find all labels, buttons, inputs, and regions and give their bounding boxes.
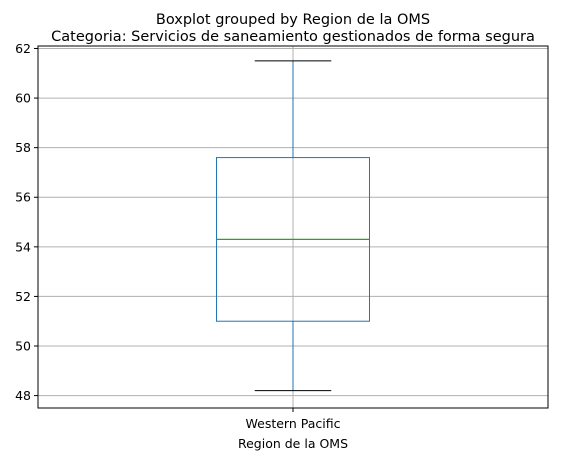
- x-axis: Western Pacific: [246, 408, 341, 431]
- chart-suptitle: Boxplot grouped by Region de la OMS: [156, 12, 430, 28]
- y-tick-label: 52: [15, 289, 31, 304]
- y-axis: 48 50 52 54 56 58 60 62: [15, 41, 38, 403]
- y-tick-label: 58: [15, 140, 31, 155]
- y-tick-label: 56: [15, 190, 31, 205]
- y-tick-label: 62: [15, 41, 31, 56]
- x-tick-label: Western Pacific: [246, 416, 341, 431]
- chart-title: Categoria: Servicios de saneamiento gest…: [51, 29, 535, 45]
- x-axis-label: Region de la OMS: [238, 436, 348, 451]
- y-tick-label: 50: [15, 339, 31, 354]
- y-tick-label: 48: [15, 388, 31, 403]
- y-tick-label: 54: [15, 239, 31, 254]
- box-group: [216, 60, 370, 392]
- y-tick-label: 60: [15, 91, 31, 106]
